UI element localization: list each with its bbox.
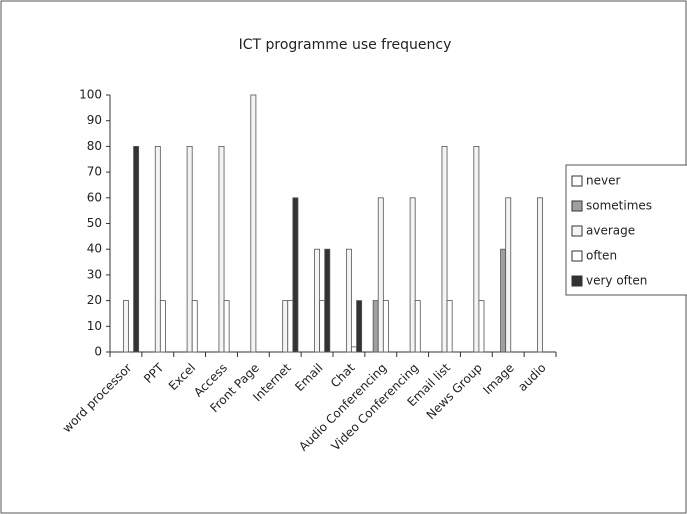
y-tick-label: 20 — [87, 293, 102, 307]
bar — [473, 145, 480, 353]
legend-label: average — [586, 224, 635, 238]
bar — [133, 145, 140, 353]
y-tick-label: 70 — [87, 165, 102, 179]
legend-swatch — [571, 200, 583, 212]
y-tick-label: 30 — [87, 267, 102, 281]
bar — [377, 197, 384, 353]
bar — [537, 197, 544, 353]
bar — [324, 248, 331, 353]
bar — [345, 248, 352, 353]
legend-swatch — [571, 275, 583, 287]
bar — [351, 346, 357, 353]
bar — [250, 94, 257, 353]
bar — [372, 300, 379, 353]
bar — [159, 300, 166, 353]
y-tick-label: 90 — [87, 113, 102, 127]
legend-box — [565, 164, 687, 296]
bar — [505, 197, 512, 353]
chart-title: ICT programme use frequency — [239, 37, 452, 53]
legend-swatch — [571, 250, 583, 262]
y-tick-label: 100 — [79, 88, 102, 102]
y-tick-label: 60 — [87, 190, 102, 204]
bar — [319, 300, 326, 353]
legend-label: never — [586, 174, 620, 188]
y-tick-label: 80 — [87, 139, 102, 153]
bar — [282, 300, 289, 353]
y-tick-label: 10 — [87, 319, 102, 333]
legend-label: very often — [586, 274, 647, 288]
y-tick-label: 0 — [94, 345, 102, 359]
bar — [122, 300, 129, 353]
bar — [218, 145, 225, 353]
legend-swatch — [571, 225, 583, 237]
bar — [223, 300, 230, 353]
bar — [186, 145, 193, 353]
bar — [478, 300, 485, 353]
bar — [500, 248, 507, 353]
legend-label: sometimes — [586, 199, 652, 213]
bar — [414, 300, 421, 353]
bar — [191, 300, 198, 353]
legend-label: often — [586, 249, 617, 263]
bar — [287, 300, 294, 353]
bar — [409, 197, 416, 353]
bar — [382, 300, 389, 353]
bar — [446, 300, 453, 353]
bar — [356, 300, 363, 353]
bar — [314, 248, 321, 353]
bar — [292, 197, 299, 353]
bar — [441, 145, 448, 353]
legend-swatch — [571, 175, 583, 187]
bar — [154, 145, 161, 353]
y-tick-label: 40 — [87, 242, 102, 256]
y-tick-label: 50 — [87, 216, 102, 230]
